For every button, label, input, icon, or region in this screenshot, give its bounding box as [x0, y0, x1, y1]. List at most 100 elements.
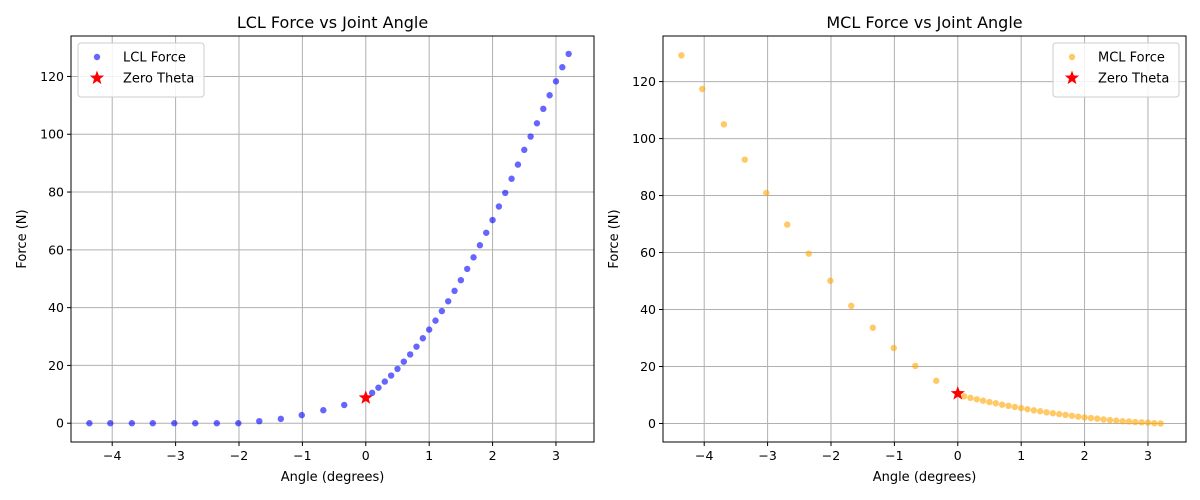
- data-point: [341, 401, 348, 409]
- data-point: [559, 64, 566, 71]
- y-tick-label-6: 120: [40, 69, 64, 84]
- x-tick-label-2: −2: [822, 448, 840, 463]
- data-point: [699, 85, 706, 93]
- data-point: [933, 377, 940, 384]
- data-point: [973, 396, 980, 403]
- y-axis-label: Force (N): [607, 209, 622, 268]
- star-marker: [358, 390, 373, 404]
- x-tick-label-3: −1: [885, 448, 903, 463]
- data-point: [546, 92, 553, 99]
- data-point: [521, 146, 528, 154]
- data-point: [992, 400, 1000, 407]
- y-tick-label-0: 0: [648, 416, 656, 431]
- data-point: [1062, 411, 1069, 419]
- x-tick-label-6: 2: [489, 448, 497, 463]
- data-point: [464, 265, 471, 273]
- x-tick-label-2: −2: [230, 448, 248, 463]
- data-point: [1024, 406, 1031, 413]
- x-tick-label-4: 0: [954, 448, 962, 463]
- data-point: [805, 250, 813, 257]
- data-point: [1030, 407, 1038, 414]
- data-point: [1011, 403, 1019, 411]
- data-point: [565, 50, 572, 58]
- x-tick-label-5: 1: [1017, 448, 1025, 463]
- data-point: [86, 420, 93, 427]
- x-tick-label-7: 3: [552, 448, 560, 463]
- data-point: [527, 133, 534, 140]
- x-tick-label-3: −1: [293, 448, 311, 463]
- data-point: [1049, 410, 1057, 417]
- data-point: [451, 287, 458, 295]
- data-point: [419, 335, 427, 342]
- mcl-force-chart: −4 −3 −2 −1 0 1 2 3 0 20 40 60 80 100 120 MCL Force vs …: [607, 13, 1187, 485]
- data-point: [495, 203, 503, 210]
- data-point: [1087, 414, 1095, 422]
- x-tick-label-7: 3: [1144, 448, 1152, 463]
- y-tick-label-3: 60: [640, 245, 656, 260]
- y-tick-label-0: 0: [56, 416, 64, 431]
- y-tick-label-1: 20: [48, 358, 64, 373]
- data-point: [1106, 416, 1114, 424]
- x-tick-label-1: −3: [166, 448, 184, 463]
- data-point: [107, 420, 114, 427]
- series-mcl-force: [678, 52, 1164, 427]
- data-point: [192, 420, 199, 427]
- data-point: [256, 417, 263, 425]
- y-tick-label-5: 100: [632, 131, 656, 146]
- data-point: [394, 365, 401, 373]
- star-marker: [950, 386, 965, 400]
- data-point: [375, 384, 382, 391]
- plot-frame: [70, 35, 595, 443]
- data-point: [320, 407, 327, 414]
- lcl-force-chart: −4 −3 −2 −1 0 1 2 3 0 20 40 60 80 100 120 LCL Force vs …: [15, 13, 595, 485]
- data-point: [1068, 412, 1076, 419]
- legend-label: MCL Force: [1098, 51, 1165, 66]
- legend-circle-marker: [93, 53, 101, 61]
- legend-label: Zero Theta: [123, 72, 194, 87]
- y-tick-label-3: 60: [48, 242, 64, 257]
- data-point: [1119, 418, 1126, 425]
- data-point: [438, 307, 446, 315]
- chart-title: MCL Force vs Joint Angle: [826, 13, 1022, 32]
- y-axis-label: Force (N): [15, 209, 30, 268]
- data-point: [1151, 419, 1158, 427]
- data-point: [960, 393, 968, 400]
- data-point: [425, 326, 433, 333]
- legend-label: Zero Theta: [1098, 72, 1169, 87]
- data-point: [890, 344, 897, 352]
- data-point: [678, 52, 685, 59]
- data-point: [967, 394, 974, 402]
- data-point: [171, 420, 178, 427]
- data-point: [1132, 418, 1139, 426]
- data-point: [1056, 410, 1063, 418]
- data-point: [720, 121, 728, 128]
- data-point: [827, 277, 834, 284]
- legend-circle-marker: [1068, 53, 1076, 61]
- data-point: [400, 358, 408, 365]
- data-point: [277, 415, 285, 423]
- x-tick-label-4: 0: [362, 448, 370, 463]
- legend-box: [77, 42, 205, 98]
- y-tick-label-4: 80: [48, 185, 64, 200]
- data-point: [213, 420, 221, 427]
- data-point: [1100, 416, 1107, 423]
- data-point: [533, 120, 541, 127]
- data-point: [1157, 420, 1164, 427]
- data-point: [998, 401, 1006, 408]
- data-point: [1036, 408, 1044, 415]
- series-zero-theta: [358, 390, 373, 404]
- data-point: [476, 242, 484, 249]
- data-point: [912, 362, 919, 370]
- data-point: [1075, 413, 1082, 420]
- data-point: [483, 229, 490, 236]
- y-tick-label-4: 80: [640, 188, 656, 203]
- data-point: [413, 343, 420, 350]
- y-tick-label-5: 100: [40, 127, 64, 142]
- data-point: [763, 189, 770, 197]
- data-point: [1005, 402, 1012, 410]
- x-axis-label: Angle (degrees): [281, 470, 385, 485]
- x-tick-label-1: −3: [758, 448, 776, 463]
- data-point: [457, 276, 465, 284]
- data-point: [298, 411, 305, 419]
